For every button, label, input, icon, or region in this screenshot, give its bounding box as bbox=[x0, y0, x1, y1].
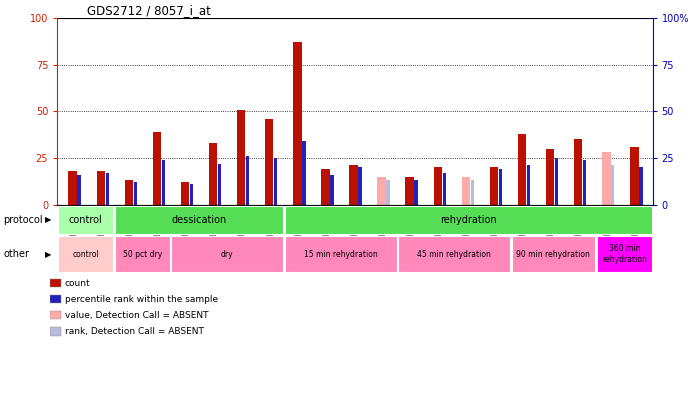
Bar bbox=[602, 152, 611, 205]
Bar bbox=[105, 173, 109, 205]
Bar bbox=[639, 167, 643, 205]
Bar bbox=[583, 160, 586, 205]
Text: 45 min rehydration: 45 min rehydration bbox=[417, 249, 491, 259]
Bar bbox=[433, 167, 442, 205]
Bar bbox=[285, 237, 396, 272]
Bar bbox=[499, 169, 502, 205]
Bar bbox=[50, 279, 61, 287]
Text: 90 min rehydration: 90 min rehydration bbox=[517, 249, 591, 259]
Text: value, Detection Call = ABSENT: value, Detection Call = ABSENT bbox=[64, 311, 208, 320]
Bar bbox=[555, 158, 558, 205]
Bar bbox=[302, 141, 306, 205]
Text: protocol: protocol bbox=[3, 215, 43, 225]
Bar bbox=[597, 237, 652, 272]
Bar bbox=[546, 149, 554, 205]
Bar bbox=[190, 184, 193, 205]
Bar bbox=[293, 43, 302, 205]
Text: control: control bbox=[68, 215, 103, 225]
Bar bbox=[630, 147, 639, 205]
Bar bbox=[490, 167, 498, 205]
Text: 50 pct dry: 50 pct dry bbox=[123, 249, 162, 259]
Text: 15 min rehydration: 15 min rehydration bbox=[304, 249, 378, 259]
Text: dessication: dessication bbox=[172, 215, 227, 225]
Text: control: control bbox=[72, 249, 99, 259]
Bar bbox=[50, 311, 61, 320]
Text: ▶: ▶ bbox=[45, 249, 52, 259]
Bar bbox=[443, 173, 446, 205]
Bar bbox=[114, 237, 170, 272]
Text: other: other bbox=[3, 249, 29, 259]
Bar bbox=[50, 295, 61, 303]
Bar bbox=[406, 177, 414, 205]
Bar bbox=[349, 165, 358, 205]
Bar bbox=[209, 143, 217, 205]
Bar bbox=[114, 206, 283, 234]
Bar bbox=[470, 180, 474, 205]
Bar bbox=[611, 165, 614, 205]
Bar bbox=[50, 327, 61, 336]
Bar bbox=[125, 180, 133, 205]
Text: dry: dry bbox=[221, 249, 234, 259]
Bar bbox=[237, 109, 246, 205]
Bar bbox=[378, 177, 386, 205]
Bar bbox=[162, 160, 165, 205]
Bar bbox=[415, 180, 418, 205]
Text: ▶: ▶ bbox=[45, 215, 52, 224]
Bar bbox=[285, 206, 652, 234]
Bar bbox=[399, 237, 510, 272]
Bar bbox=[461, 177, 470, 205]
Bar bbox=[172, 237, 283, 272]
Bar bbox=[133, 182, 137, 205]
Bar bbox=[574, 139, 582, 205]
Bar bbox=[321, 169, 329, 205]
Bar bbox=[387, 180, 389, 205]
Bar bbox=[181, 182, 189, 205]
Bar bbox=[358, 167, 362, 205]
Bar bbox=[518, 134, 526, 205]
Bar bbox=[77, 175, 81, 205]
Text: rehydration: rehydration bbox=[440, 215, 497, 225]
Bar bbox=[512, 237, 595, 272]
Bar bbox=[218, 164, 221, 205]
Bar bbox=[330, 175, 334, 205]
Bar bbox=[58, 237, 113, 272]
Text: count: count bbox=[64, 279, 90, 288]
Bar bbox=[274, 158, 277, 205]
Text: 360 min
rehydration: 360 min rehydration bbox=[602, 245, 647, 264]
Bar bbox=[68, 171, 77, 205]
Text: GDS2712 / 8057_i_at: GDS2712 / 8057_i_at bbox=[87, 4, 211, 17]
Bar bbox=[265, 119, 274, 205]
Bar bbox=[96, 171, 105, 205]
Bar bbox=[527, 165, 530, 205]
Text: percentile rank within the sample: percentile rank within the sample bbox=[64, 295, 218, 304]
Bar bbox=[58, 206, 113, 234]
Text: rank, Detection Call = ABSENT: rank, Detection Call = ABSENT bbox=[64, 327, 203, 336]
Bar bbox=[153, 132, 161, 205]
Bar bbox=[246, 156, 249, 205]
